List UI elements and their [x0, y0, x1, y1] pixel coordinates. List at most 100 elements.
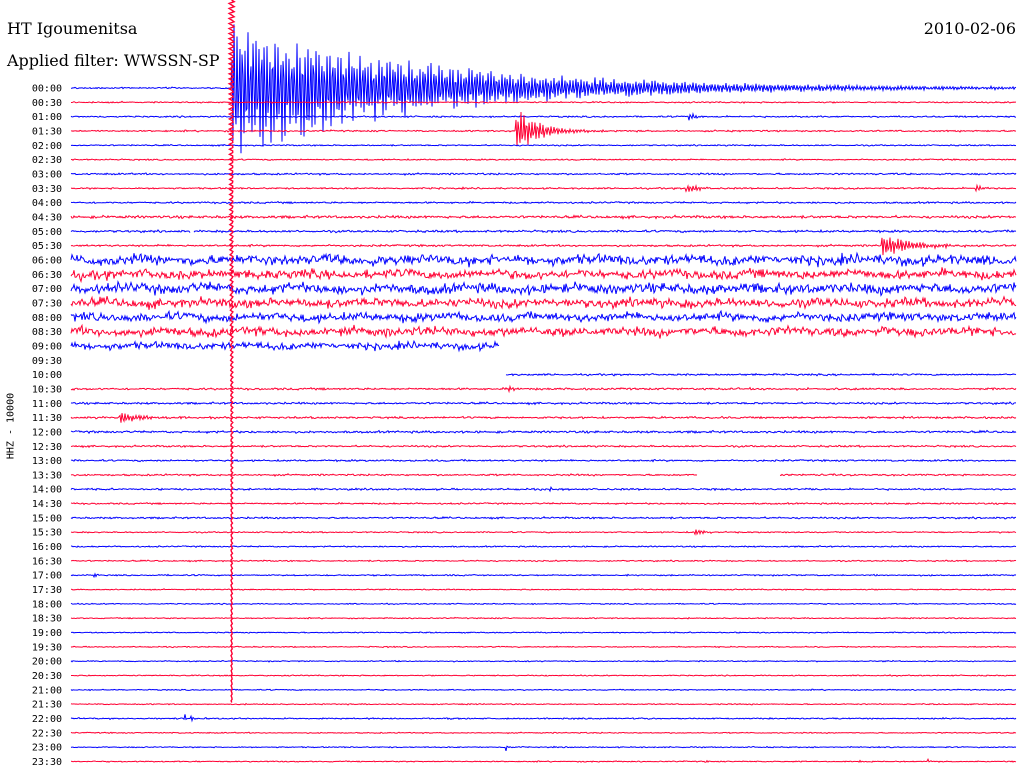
seismic-trace-row [70, 143, 1017, 147]
row-time-label: 11:00 [32, 399, 62, 410]
seismic-trace-row [70, 688, 1017, 692]
row-time-label: 09:30 [32, 356, 62, 367]
row-time-label: 23:30 [32, 757, 62, 768]
row-time-label: 04:30 [32, 212, 62, 223]
row-time-label: 08:30 [32, 327, 62, 338]
seismic-trace-row [70, 401, 1016, 406]
seismic-trace-row [70, 384, 1017, 394]
row-time-label: 00:00 [32, 84, 62, 95]
seismic-trace-row [70, 112, 1016, 121]
row-time-label: 19:00 [32, 628, 62, 639]
seismic-trace-row [70, 486, 1017, 493]
seismic-trace-row [70, 674, 1017, 677]
row-time-label: 20:00 [32, 657, 62, 668]
seismic-trace-row [70, 559, 1017, 563]
seismic-trace-row [70, 501, 1017, 506]
row-time-label: 13:00 [32, 456, 62, 467]
row-time-label: 03:00 [32, 169, 62, 180]
seismic-trace-row [193, 229, 1017, 234]
row-time-label: 09:00 [32, 341, 62, 352]
row-time-label: 21:30 [32, 700, 62, 711]
seismic-trace-row [70, 413, 1017, 423]
date-label: 2010-02-06 [923, 19, 1016, 38]
row-time-label: 10:00 [32, 370, 62, 381]
row-time-label: 01:30 [32, 126, 62, 137]
row-time-label: 16:00 [32, 542, 62, 553]
teleseism-spike [227, 0, 236, 703]
seismic-trace-row [70, 616, 1017, 620]
seismic-trace-row [70, 172, 1017, 177]
row-time-label: 08:00 [32, 313, 62, 324]
row-time-label: 20:30 [32, 671, 62, 682]
row-time-label: 03:30 [32, 184, 62, 195]
row-time-label: 02:30 [32, 155, 62, 166]
seismic-trace-row [70, 200, 1017, 205]
seismic-trace-row [70, 158, 1017, 162]
row-time-label: 23:00 [32, 743, 62, 754]
row-time-label: 21:00 [32, 685, 62, 696]
row-time-label: 17:30 [32, 585, 62, 596]
seismic-trace-row [70, 745, 1017, 751]
seismic-trace-row [70, 757, 1017, 763]
seismic-trace-row [70, 339, 500, 353]
row-time-label: 06:30 [32, 270, 62, 281]
seismic-trace-row [70, 214, 1017, 220]
row-time-label: 17:00 [32, 571, 62, 582]
row-time-label: 13:30 [32, 470, 62, 481]
row-time-label: 18:30 [32, 614, 62, 625]
row-time-label: 05:30 [32, 241, 62, 252]
row-time-label: 07:30 [32, 298, 62, 309]
seismic-trace-row [70, 112, 1017, 146]
row-time-label: 02:00 [32, 141, 62, 152]
seismic-trace-row [70, 267, 1017, 284]
seismic-trace-row [70, 516, 1017, 520]
row-time-label: 00:30 [32, 98, 62, 109]
seismic-trace-row [70, 631, 1017, 634]
seismic-trace-row [70, 323, 1017, 339]
row-time-label: 04:00 [32, 198, 62, 209]
seismic-trace-row [70, 229, 191, 234]
row-time-label: 15:30 [32, 528, 62, 539]
station-title: HT Igoumenitsa [7, 19, 138, 38]
row-time-label: 01:00 [32, 112, 62, 123]
seismic-trace-row [70, 545, 1017, 548]
seismic-trace-row [70, 645, 1017, 649]
seismic-trace-row [70, 309, 1017, 325]
row-time-label: 19:30 [32, 642, 62, 653]
row-time-label: 14:30 [32, 499, 62, 510]
seismic-trace-row [70, 183, 1017, 193]
seismic-trace-row [70, 731, 1017, 735]
row-time-label: 10:30 [32, 384, 62, 395]
row-time-label: 11:30 [32, 413, 62, 424]
seismic-trace-row [505, 372, 1017, 377]
seismic-trace-row [70, 444, 1017, 449]
row-time-label: 22:00 [32, 714, 62, 725]
row-time-label: 12:30 [32, 442, 62, 453]
seismic-trace-row [70, 458, 1017, 463]
seismic-trace-row [70, 295, 1017, 311]
seismic-trace-row [70, 602, 1017, 606]
row-time-label: 15:00 [32, 513, 62, 524]
row-time-label: 14:00 [32, 485, 62, 496]
seismic-trace-row [70, 702, 1017, 706]
row-time-label: 05:00 [32, 227, 62, 238]
seismic-trace-row [70, 100, 1017, 105]
filter-label: Applied filter: WWSSN-SP [7, 51, 220, 70]
seismic-trace-row [70, 251, 1017, 268]
row-time-label: 07:00 [32, 284, 62, 295]
row-time-label: 22:30 [32, 728, 62, 739]
seismic-trace-row [70, 659, 1017, 663]
seismic-trace-row [70, 429, 1017, 435]
row-time-label: 16:30 [32, 556, 62, 567]
seismic-trace-row [70, 24, 1017, 154]
row-time-label: 12:00 [32, 427, 62, 438]
seismic-trace-row [779, 473, 1017, 477]
seismic-trace-row [70, 529, 1017, 536]
seismic-trace-row [70, 473, 698, 477]
seismic-trace-row [70, 588, 1017, 592]
seismic-trace-row [70, 279, 1017, 297]
row-time-label: 18:00 [32, 599, 62, 610]
seismic-trace-row [70, 572, 1017, 579]
row-time-label: 06:00 [32, 255, 62, 266]
